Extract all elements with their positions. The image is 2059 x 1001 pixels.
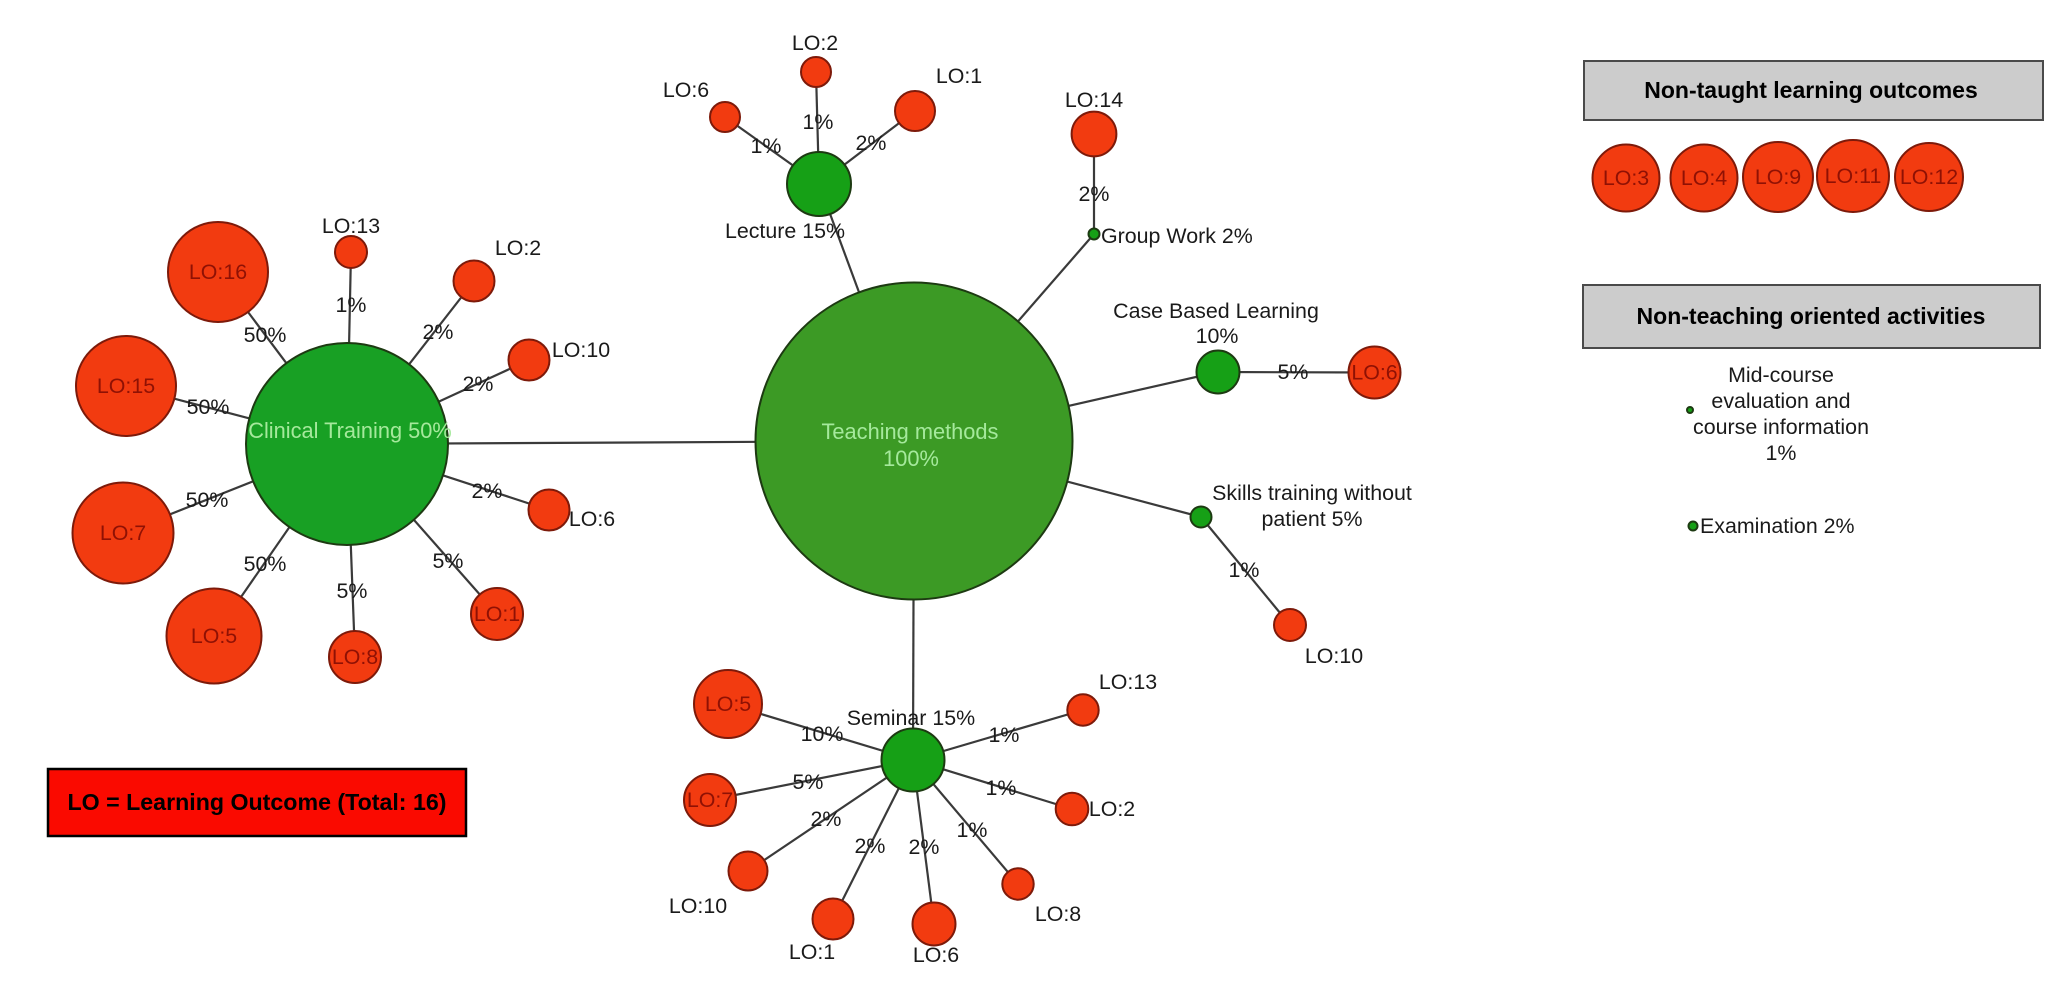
svg-text:Lecture 15%: Lecture 15% (725, 219, 845, 243)
svg-text:50%: 50% (244, 552, 287, 576)
svg-text:LO:7: LO:7 (687, 788, 733, 812)
svg-text:2%: 2% (472, 479, 503, 503)
svg-text:50%: 50% (244, 323, 287, 347)
svg-text:LO:10: LO:10 (669, 894, 727, 918)
svg-text:10%: 10% (801, 722, 844, 746)
svg-text:2%: 2% (909, 835, 940, 859)
svg-text:5%: 5% (793, 770, 824, 794)
svg-text:5%: 5% (337, 579, 368, 603)
svg-text:2%: 2% (423, 320, 454, 344)
svg-text:LO = Learning Outcome (Total:: LO = Learning Outcome (Total: 16) (68, 789, 447, 815)
svg-text:LO:1: LO:1 (936, 64, 982, 88)
svg-text:1%: 1% (957, 818, 988, 842)
svg-text:LO:2: LO:2 (495, 236, 541, 260)
svg-text:LO:1: LO:1 (474, 602, 520, 626)
svg-text:Seminar 15%: Seminar 15% (847, 706, 975, 730)
svg-text:Mid-course: Mid-course (1728, 363, 1834, 387)
svg-text:2%: 2% (463, 372, 494, 396)
svg-text:5%: 5% (1278, 360, 1309, 384)
svg-text:LO:6: LO:6 (913, 943, 959, 967)
svg-text:patient 5%: patient 5% (1261, 507, 1362, 531)
svg-text:LO:15: LO:15 (97, 374, 155, 398)
svg-text:LO:6: LO:6 (1351, 361, 1397, 385)
svg-text:1%: 1% (1766, 441, 1797, 465)
svg-text:LO:8: LO:8 (1035, 902, 1081, 926)
svg-text:50%: 50% (187, 395, 230, 419)
svg-text:2%: 2% (1079, 182, 1110, 206)
svg-text:1%: 1% (803, 110, 834, 134)
svg-text:Non-teaching oriented activiti: Non-teaching oriented activities (1637, 303, 1986, 329)
svg-text:1%: 1% (986, 776, 1017, 800)
svg-text:LO:5: LO:5 (705, 692, 751, 716)
svg-text:evaluation and: evaluation and (1711, 389, 1850, 413)
svg-text:LO:5: LO:5 (191, 624, 237, 648)
svg-text:2%: 2% (856, 131, 887, 155)
svg-text:LO:4: LO:4 (1681, 166, 1727, 190)
svg-text:LO:13: LO:13 (322, 214, 380, 238)
svg-text:Teaching methods: Teaching methods (822, 419, 999, 444)
svg-text:Skills training without: Skills training without (1212, 481, 1412, 505)
svg-text:LO:2: LO:2 (792, 31, 838, 55)
svg-text:LO:11: LO:11 (1825, 164, 1882, 188)
svg-text:LO:7: LO:7 (100, 521, 146, 545)
svg-text:LO:10: LO:10 (1305, 644, 1363, 668)
svg-text:LO:10: LO:10 (552, 338, 610, 362)
svg-text:LO:12: LO:12 (1900, 165, 1958, 189)
svg-text:1%: 1% (1229, 558, 1260, 582)
svg-text:LO:16: LO:16 (189, 260, 247, 284)
svg-text:Group Work 2%: Group Work 2% (1101, 224, 1253, 248)
svg-text:100%: 100% (883, 446, 939, 471)
svg-text:LO:3: LO:3 (1603, 166, 1649, 190)
svg-text:1%: 1% (989, 723, 1020, 747)
svg-text:Clinical Training 50%: Clinical Training 50% (248, 418, 452, 443)
svg-text:LO:6: LO:6 (569, 507, 615, 531)
svg-text:LO:6: LO:6 (663, 78, 709, 102)
svg-text:2%: 2% (811, 807, 842, 831)
svg-text:course information: course information (1693, 415, 1869, 439)
svg-text:50%: 50% (186, 488, 229, 512)
svg-text:2%: 2% (855, 834, 886, 858)
svg-text:LO:8: LO:8 (332, 645, 378, 669)
svg-text:Case Based Learning: Case Based Learning (1113, 299, 1319, 323)
svg-text:Examination 2%: Examination 2% (1700, 514, 1855, 538)
svg-text:LO:2: LO:2 (1089, 797, 1135, 821)
svg-text:1%: 1% (336, 293, 367, 317)
svg-text:LO:13: LO:13 (1099, 670, 1157, 694)
svg-text:10%: 10% (1196, 324, 1239, 348)
svg-text:LO:1: LO:1 (789, 940, 835, 964)
svg-text:Non-taught learning outcomes: Non-taught learning outcomes (1644, 77, 1978, 103)
svg-text:LO:9: LO:9 (1755, 165, 1801, 189)
svg-text:1%: 1% (751, 134, 782, 158)
svg-text:5%: 5% (433, 549, 464, 573)
svg-text:LO:14: LO:14 (1065, 88, 1123, 112)
